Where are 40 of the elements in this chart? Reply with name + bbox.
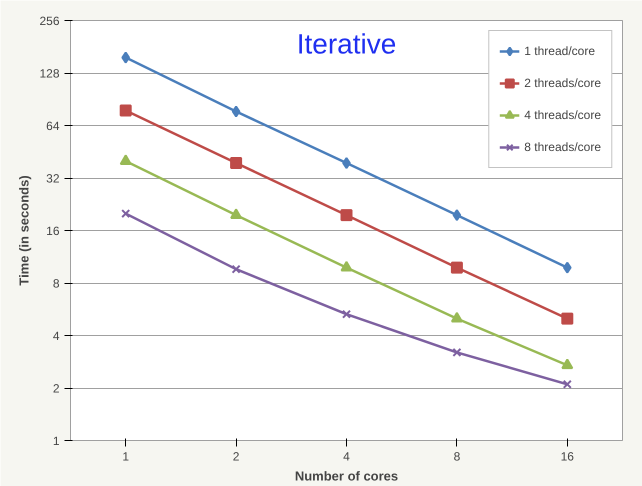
point	[562, 380, 572, 389]
point	[342, 157, 351, 170]
legend-label: 1 thread/core	[524, 44, 595, 58]
point	[452, 209, 462, 222]
x-tick-label: 2	[232, 450, 240, 464]
point	[230, 157, 242, 170]
point	[340, 209, 352, 222]
point	[120, 104, 132, 117]
point	[561, 312, 574, 325]
legend-label: 4 threads/core	[524, 108, 601, 122]
x-tick-label: 16	[560, 450, 574, 464]
point	[562, 262, 572, 274]
point	[450, 262, 463, 274]
y-axis-title: Time (in seconds)	[16, 175, 32, 286]
point	[452, 348, 462, 357]
point	[340, 260, 352, 272]
point	[342, 310, 352, 319]
y-tick-label: 16	[46, 224, 60, 238]
y-tick-label: 4	[52, 329, 60, 343]
point	[232, 264, 241, 274]
point	[450, 312, 463, 322]
point	[232, 105, 240, 118]
y-tick-label: 128	[39, 66, 60, 80]
chart-title: Iterative	[296, 28, 396, 60]
y-tick-label: 8	[52, 276, 60, 290]
point	[121, 52, 130, 64]
y-tick-label: 1	[52, 434, 60, 448]
y-tick-label: 32	[46, 172, 60, 186]
x-tick-label: 8	[454, 450, 461, 464]
point	[121, 209, 130, 218]
x-tick-label: 1	[122, 450, 130, 464]
x-tick-label: 4	[343, 450, 350, 464]
x-axis-title: Number of cores	[294, 468, 398, 484]
legend-label: 2 threads/core	[524, 76, 601, 90]
y-tick-label: 64	[46, 119, 60, 133]
legend-label: 8 threads/core	[524, 140, 601, 154]
point	[561, 358, 574, 370]
y-tick-label: 2	[52, 382, 60, 396]
point	[230, 208, 242, 220]
y-tick-label: 256	[39, 14, 60, 28]
